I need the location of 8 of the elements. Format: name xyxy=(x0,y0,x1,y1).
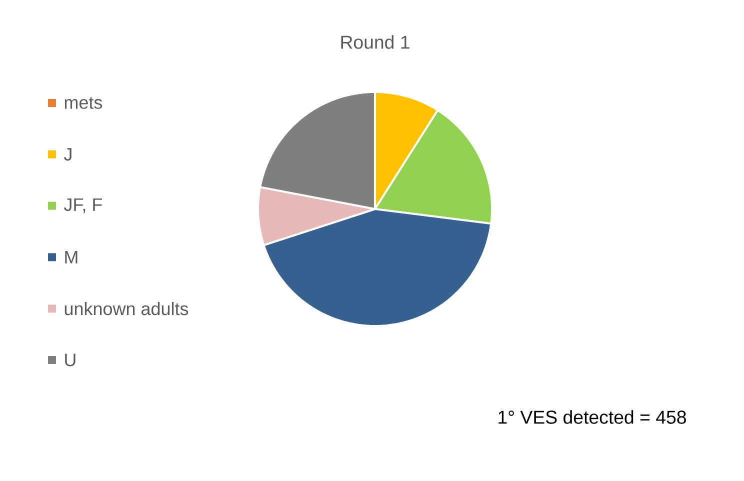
legend-label: U xyxy=(65,354,76,366)
legend-label: mets xyxy=(64,97,102,109)
chart-title: Round 1 xyxy=(341,35,410,49)
legend-label: JF, F xyxy=(64,198,102,214)
text: 1° VES detected = 458 xyxy=(498,410,686,424)
legend-label: M xyxy=(65,251,78,264)
legend-label: unknown adults xyxy=(64,302,188,316)
legend-label: J xyxy=(64,148,72,161)
